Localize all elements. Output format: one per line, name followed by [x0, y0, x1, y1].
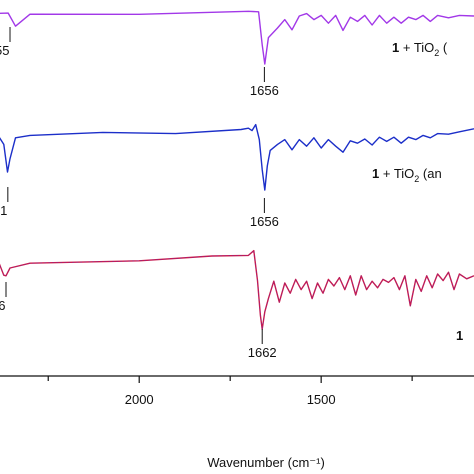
series-group: 2361 1656 1 + TiO2 (an [0, 123, 474, 229]
peak-label: 1656 [250, 214, 279, 229]
series-line [0, 10, 474, 65]
peak-label: 2355 [0, 43, 9, 58]
series-label: 1 + TiO2 ( [392, 40, 448, 58]
series-line [0, 123, 474, 191]
series-group: 2366 1662 1 [0, 249, 474, 360]
series-label-suffix: ( [439, 40, 448, 55]
series-label-subscript: 2 [434, 48, 439, 58]
series-label-compound: 1 [456, 328, 463, 343]
peak-label: 2361 [0, 203, 7, 218]
series-label-text: + TiO [379, 166, 414, 181]
series-label: 1 + TiO2 (an [372, 166, 442, 184]
series-layer: 235516561 + TiO2 (236116561 + TiO2 (an23… [0, 10, 474, 360]
series-label-subscript: 2 [414, 174, 419, 184]
series-label-text: + TiO [399, 40, 434, 55]
series-label-suffix: (an [419, 166, 441, 181]
peak-label: 1662 [248, 345, 277, 360]
series-label: 1 [456, 328, 463, 343]
series-label-compound: 1 [392, 40, 399, 55]
peak-label: 2366 [0, 298, 5, 313]
x-axis: 2000 1500 [0, 375, 474, 407]
series-line [0, 249, 474, 330]
series-label-compound: 1 [372, 166, 379, 181]
series-line-overlay [0, 250, 474, 330]
peak-label: 1656 [250, 83, 279, 98]
series-group: 2355 1656 1 + TiO2 ( [0, 10, 474, 98]
x-axis-label: Wavenumber (cm⁻¹) [207, 455, 325, 470]
x-tick-label: 2000 [125, 392, 154, 407]
x-tick-label: 1500 [307, 392, 336, 407]
